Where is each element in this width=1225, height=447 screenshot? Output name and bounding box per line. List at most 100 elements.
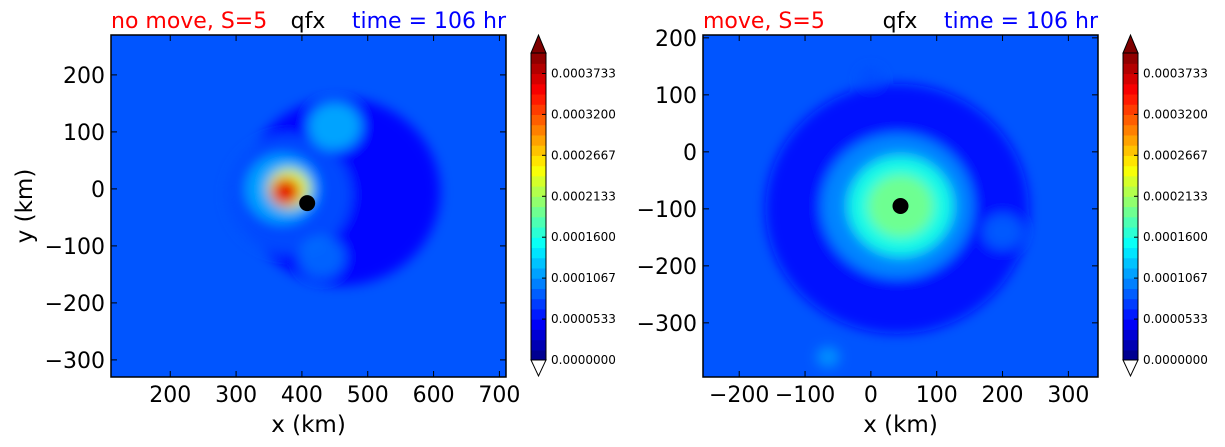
colorbar-level bbox=[531, 247, 546, 259]
colorbar-level bbox=[531, 206, 546, 218]
colorbar-level bbox=[1123, 339, 1138, 351]
colorbar-frame bbox=[530, 52, 547, 361]
colorbar-level bbox=[531, 134, 546, 146]
colorbar-level bbox=[531, 93, 546, 105]
panel-right-center-marker bbox=[892, 198, 909, 214]
colorbar-level bbox=[531, 155, 546, 167]
colorbar-tick-label: 0.0000533 bbox=[1143, 312, 1208, 326]
colorbar-level bbox=[531, 145, 546, 156]
colorbar-level bbox=[1123, 308, 1138, 320]
colorbar-level bbox=[531, 216, 546, 228]
panel-left-frame bbox=[110, 34, 507, 378]
colorbar-tick-label: 0.0002667 bbox=[551, 148, 616, 162]
colorbar-level bbox=[1123, 267, 1138, 279]
colorbar-level bbox=[1123, 257, 1138, 269]
x-tick-label: −200 bbox=[709, 383, 769, 408]
colorbar-level bbox=[1123, 349, 1138, 361]
x-tick-label: 700 bbox=[478, 383, 520, 408]
y-tick-label: −300 bbox=[45, 349, 105, 374]
colorbar-level bbox=[531, 114, 546, 126]
colorbar-level bbox=[1123, 216, 1138, 228]
y-tick-label: 0 bbox=[683, 141, 697, 166]
panel-left: no move, S=5 qfx time = 106 hr 200 300 400… bbox=[12, 9, 616, 438]
colorbar-level bbox=[1123, 175, 1138, 187]
panel-right-colorbar: 0.0000000 0.0000533 0.0001067 0.0001600 0.00… bbox=[1122, 33, 1208, 378]
y-tick-label: 100 bbox=[63, 121, 105, 146]
colorbar-level bbox=[1123, 114, 1138, 126]
colorbar-level bbox=[531, 226, 546, 238]
x-tick-label: 200 bbox=[149, 383, 191, 408]
colorbar-level bbox=[531, 339, 546, 351]
colorbar-level bbox=[1123, 237, 1138, 249]
colorbar-level bbox=[1123, 278, 1138, 289]
y-tick-label: −100 bbox=[637, 198, 697, 223]
colorbar-level bbox=[531, 257, 546, 269]
colorbar-tick-label: 0.0000533 bbox=[551, 312, 616, 326]
panel-right-title-right: time = 106 hr bbox=[944, 9, 1099, 34]
field-contour-6 bbox=[298, 236, 345, 279]
colorbar-level bbox=[1123, 319, 1138, 330]
panel-left-ylabel: y (km) bbox=[12, 169, 38, 244]
y-tick-label: −200 bbox=[45, 292, 105, 317]
colorbar-level bbox=[1123, 155, 1138, 167]
colorbar-level bbox=[1123, 63, 1138, 75]
colorbar-level bbox=[531, 267, 546, 279]
colorbar-level bbox=[1123, 298, 1138, 310]
colorbar-level bbox=[531, 308, 546, 320]
colorbar-level bbox=[1123, 134, 1138, 146]
colorbar-level bbox=[531, 329, 546, 341]
x-tick-label: −100 bbox=[775, 383, 835, 408]
field-contour-4 bbox=[270, 177, 300, 206]
x-tick-label: 100 bbox=[916, 383, 958, 408]
x-tick-label: 500 bbox=[347, 383, 389, 408]
y-tick-label: −300 bbox=[637, 312, 697, 337]
y-tick-label: 100 bbox=[655, 84, 697, 109]
colorbar-level bbox=[1123, 93, 1138, 105]
colorbar-level bbox=[1123, 247, 1138, 259]
colorbar-level bbox=[531, 186, 546, 197]
colorbar-tick-label: 0.0003200 bbox=[1143, 107, 1208, 121]
colorbar-tick-label: 0.0002133 bbox=[1143, 189, 1208, 203]
colorbar-tick-label: 0.0002667 bbox=[1143, 148, 1208, 162]
colorbar-level bbox=[531, 288, 546, 300]
colorbar-level bbox=[531, 73, 546, 85]
colorbar-tick-label: 0.0000000 bbox=[551, 353, 616, 367]
panel-left-xlabel: x (km) bbox=[271, 412, 346, 438]
colorbar-tick-label: 0.0001600 bbox=[551, 230, 616, 244]
panel-right: move, S=5 qfx time = 106 hr −200 −100 0 100… bbox=[637, 9, 1208, 438]
colorbar-level bbox=[531, 165, 546, 177]
colorbar-level bbox=[531, 104, 546, 115]
field-contour-4 bbox=[859, 67, 883, 89]
colorbar-frame bbox=[1122, 52, 1139, 361]
field-contour-5 bbox=[816, 346, 840, 368]
x-tick-label: 300 bbox=[215, 383, 257, 408]
panel-right-xlabel: x (km) bbox=[863, 412, 938, 438]
colorbar-level bbox=[1123, 329, 1138, 341]
colorbar-level bbox=[531, 63, 546, 75]
colorbar-tick-label: 0.0001600 bbox=[1143, 230, 1208, 244]
colorbar-tick-label: 0.0001067 bbox=[1143, 271, 1208, 285]
x-tick-label: 600 bbox=[413, 383, 455, 408]
colorbar-tick-label: 0.0003733 bbox=[1143, 66, 1208, 80]
colorbar-tick-label: 0.0001067 bbox=[551, 271, 616, 285]
colorbar-tick-label: 0.0000000 bbox=[1143, 353, 1208, 367]
colorbar-level bbox=[531, 278, 546, 289]
colorbar-level bbox=[1123, 104, 1138, 115]
panel-left-plot-area bbox=[111, 35, 506, 377]
colorbar-level bbox=[1123, 165, 1138, 177]
colorbar-extend-min bbox=[530, 359, 547, 378]
colorbar-level bbox=[1123, 83, 1138, 95]
colorbar-level bbox=[1123, 206, 1138, 218]
colorbar-level bbox=[531, 83, 546, 95]
y-tick-label: 200 bbox=[655, 27, 697, 52]
colorbar-level bbox=[1123, 288, 1138, 300]
colorbar-extend-max bbox=[1122, 33, 1139, 54]
panel-left-field bbox=[226, 97, 441, 286]
colorbar-level bbox=[1123, 124, 1138, 136]
panel-left-colorbar: 0.0000000 0.0000533 0.0001067 0.0001600 0.00… bbox=[530, 33, 616, 378]
colorbar-level bbox=[1123, 186, 1138, 197]
colorbar-level bbox=[531, 298, 546, 310]
colorbar-level bbox=[1123, 226, 1138, 238]
